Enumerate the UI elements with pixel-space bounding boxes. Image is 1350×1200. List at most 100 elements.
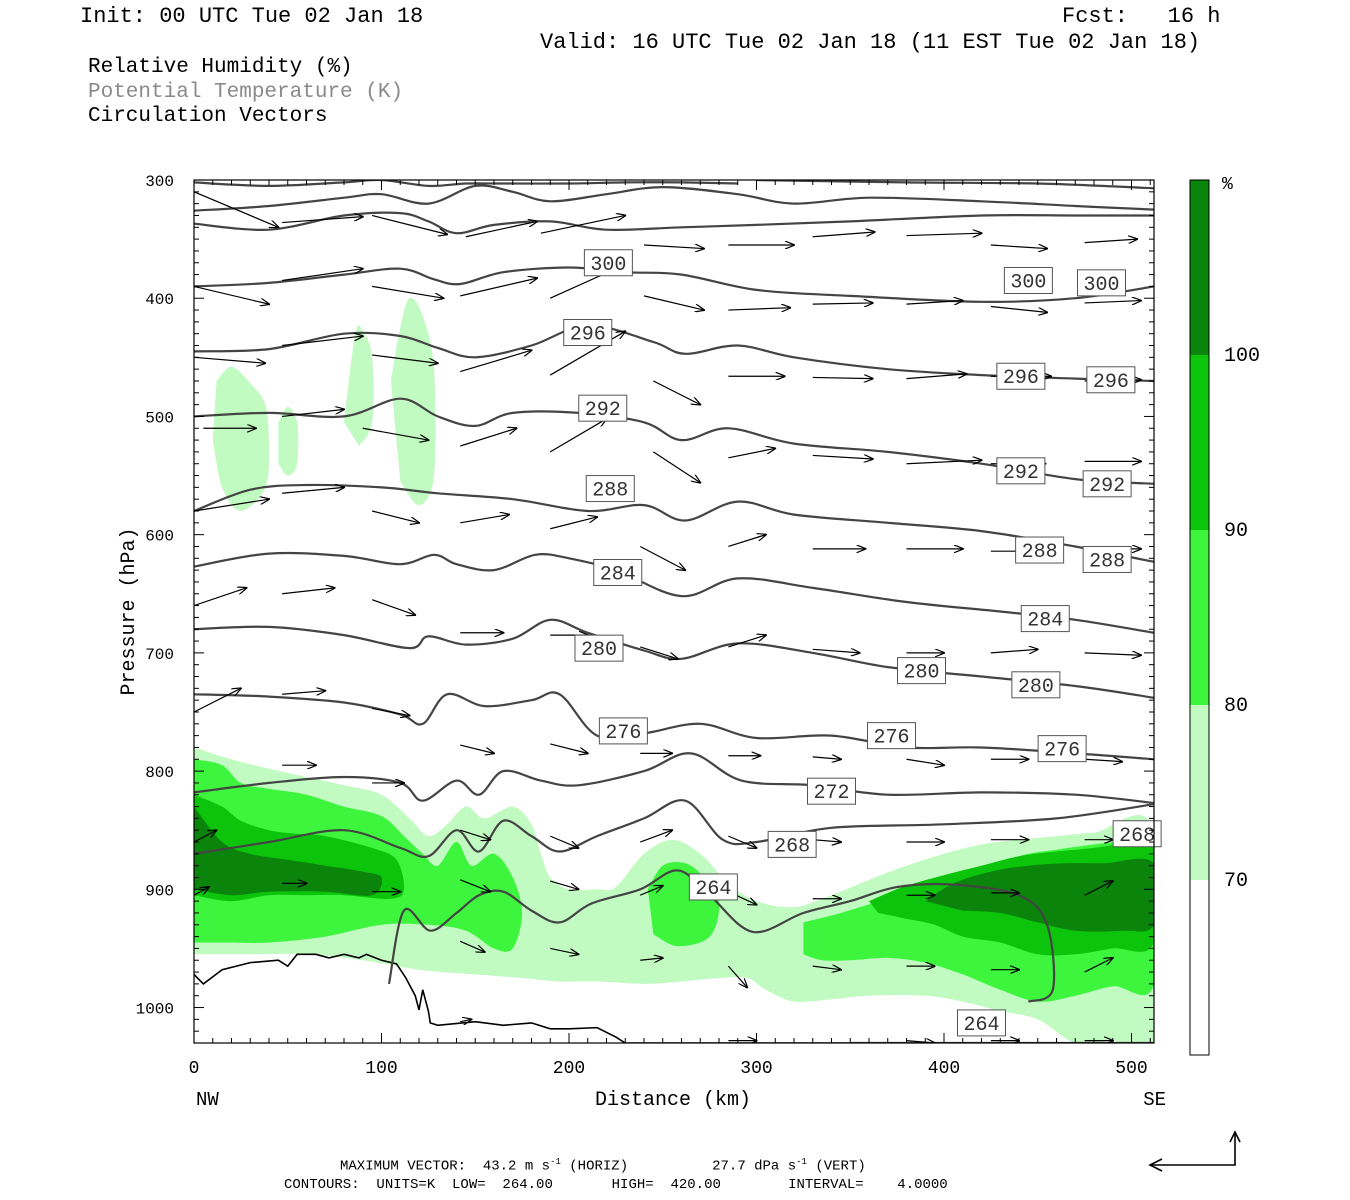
circulation-vector — [194, 588, 247, 607]
circulation-vector — [550, 835, 578, 848]
x-tick-label: 500 — [1115, 1059, 1147, 1079]
valid-time-label: Valid: 16 UTC Tue 02 Jan 18 (11 EST Tue … — [540, 30, 1201, 55]
colorbar-unit: % — [1222, 175, 1233, 195]
circulation-vector — [371, 214, 447, 234]
contour-label-text: 284 — [1027, 610, 1063, 633]
circulation-vector — [549, 419, 606, 453]
circulation-vector — [465, 221, 537, 238]
circulation-vector — [906, 301, 963, 305]
rh-region-70 — [344, 325, 374, 446]
circulation-vector — [194, 688, 241, 713]
forecast-hour-label: Fcst: 16 h — [1062, 4, 1221, 29]
contour-label-264: 264 — [688, 873, 738, 901]
contour-label-text: 264 — [963, 1014, 999, 1037]
horiz-unit: (HORIZ) — [569, 1158, 629, 1175]
circulation-vector — [282, 588, 335, 595]
circulation-vector — [550, 880, 578, 889]
circulation-vector — [282, 487, 344, 494]
contour-label-276: 276 — [1037, 735, 1087, 763]
theta-contour-280 — [194, 618, 1154, 699]
colorbar: % 100 90 80 70 — [1189, 175, 1260, 1056]
circulation-vector — [460, 829, 490, 839]
circulation-vector — [906, 460, 982, 464]
reference-vector-icon — [1148, 1130, 1241, 1172]
contour-label-text: 292 — [585, 399, 621, 422]
circulation-vector — [460, 515, 509, 524]
vert-exponent: -1 — [796, 1157, 807, 1167]
rh-region-70 — [278, 407, 299, 476]
contour-label-box — [688, 873, 738, 901]
plot-frame-layer: 0 100 200 300 400 500 300 400 500 600 700 800 900 100… — [118, 173, 1166, 1112]
theta-contour-312 — [194, 180, 738, 188]
contour-label-box — [957, 1009, 1006, 1037]
x-end-label-nw: NW — [196, 1089, 219, 1111]
circulation-vector — [549, 331, 625, 376]
contour-label-box — [578, 394, 628, 422]
circulation-vector — [372, 707, 410, 715]
circulation-vector — [990, 305, 1047, 312]
contour-label-box — [996, 457, 1046, 485]
contour-label-box — [593, 558, 643, 586]
init-time-label: Init: 00 UTC Tue 02 Jan 18 — [80, 4, 424, 29]
contour-label-text: 288 — [592, 480, 628, 503]
contour-label-text: 300 — [1010, 271, 1046, 294]
y-tick-label: 500 — [145, 409, 174, 427]
plot-frame — [193, 179, 1155, 1044]
contour-label-box — [574, 634, 624, 662]
contour-label-284: 284 — [1020, 605, 1070, 633]
circulation-vector — [282, 691, 325, 695]
circulation-vector — [362, 427, 429, 440]
circulation-vector — [728, 535, 766, 548]
theta-contour-316 — [756, 180, 1154, 190]
theta-contour-272 — [194, 752, 1154, 805]
theta-contour-292 — [194, 397, 1154, 485]
contour-label-box — [1015, 536, 1065, 564]
legend-potential-temperature: Potential Temperature (K) — [88, 81, 404, 104]
theta-contour-304 — [194, 211, 1154, 235]
vector-layer — [194, 191, 1141, 1043]
circulation-vector — [1084, 301, 1141, 303]
contour-label-text: 284 — [600, 563, 636, 586]
terrain-layer — [194, 953, 1154, 1043]
contour-label-text: 264 — [695, 878, 731, 901]
circulation-vector — [460, 278, 537, 297]
circulation-vector — [194, 830, 217, 843]
theta-contour-276 — [194, 691, 1154, 761]
circulation-vector — [540, 215, 625, 234]
contour-label-272: 272 — [807, 777, 856, 805]
circulation-vector — [1084, 239, 1138, 243]
contour-label-text: 276 — [1044, 740, 1080, 763]
circulation-vector — [550, 517, 597, 530]
circulation-vector — [640, 646, 678, 659]
circulation-vector — [1084, 653, 1141, 655]
circulation-vector — [460, 350, 531, 373]
y-tick-label: 900 — [145, 882, 174, 900]
contour-label-296: 296 — [996, 362, 1046, 390]
theta-contour-264 — [387, 869, 1056, 1003]
max-vector-label: MAXIMUM VECTOR: — [340, 1158, 467, 1175]
circulation-vector — [812, 377, 873, 378]
circulation-vector — [653, 451, 700, 483]
theta-contour-296 — [194, 324, 1154, 383]
contour-label-296: 296 — [563, 319, 613, 347]
contour-label-text: 296 — [1093, 371, 1129, 394]
contour-label-box — [897, 657, 946, 685]
y-tick-label: 800 — [145, 764, 174, 782]
contour-label-300: 300 — [583, 249, 633, 277]
contour-label-box — [767, 830, 817, 858]
circulation-vector — [727, 965, 747, 987]
theta-contour-308 — [194, 184, 1154, 212]
contour-label-box — [1086, 366, 1136, 394]
x-tick-label: 100 — [365, 1059, 397, 1079]
contour-label-box — [1082, 470, 1132, 498]
circulation-vector — [1084, 759, 1123, 761]
rh-region-70 — [212, 366, 270, 511]
circulation-vector — [643, 245, 704, 249]
contour-label-284: 284 — [593, 558, 643, 586]
theta-contour-288 — [194, 483, 1154, 563]
contour-label-box — [807, 777, 856, 805]
circulation-vector — [812, 232, 875, 238]
circulation-vector — [643, 295, 704, 310]
circulation-vector — [812, 649, 860, 653]
